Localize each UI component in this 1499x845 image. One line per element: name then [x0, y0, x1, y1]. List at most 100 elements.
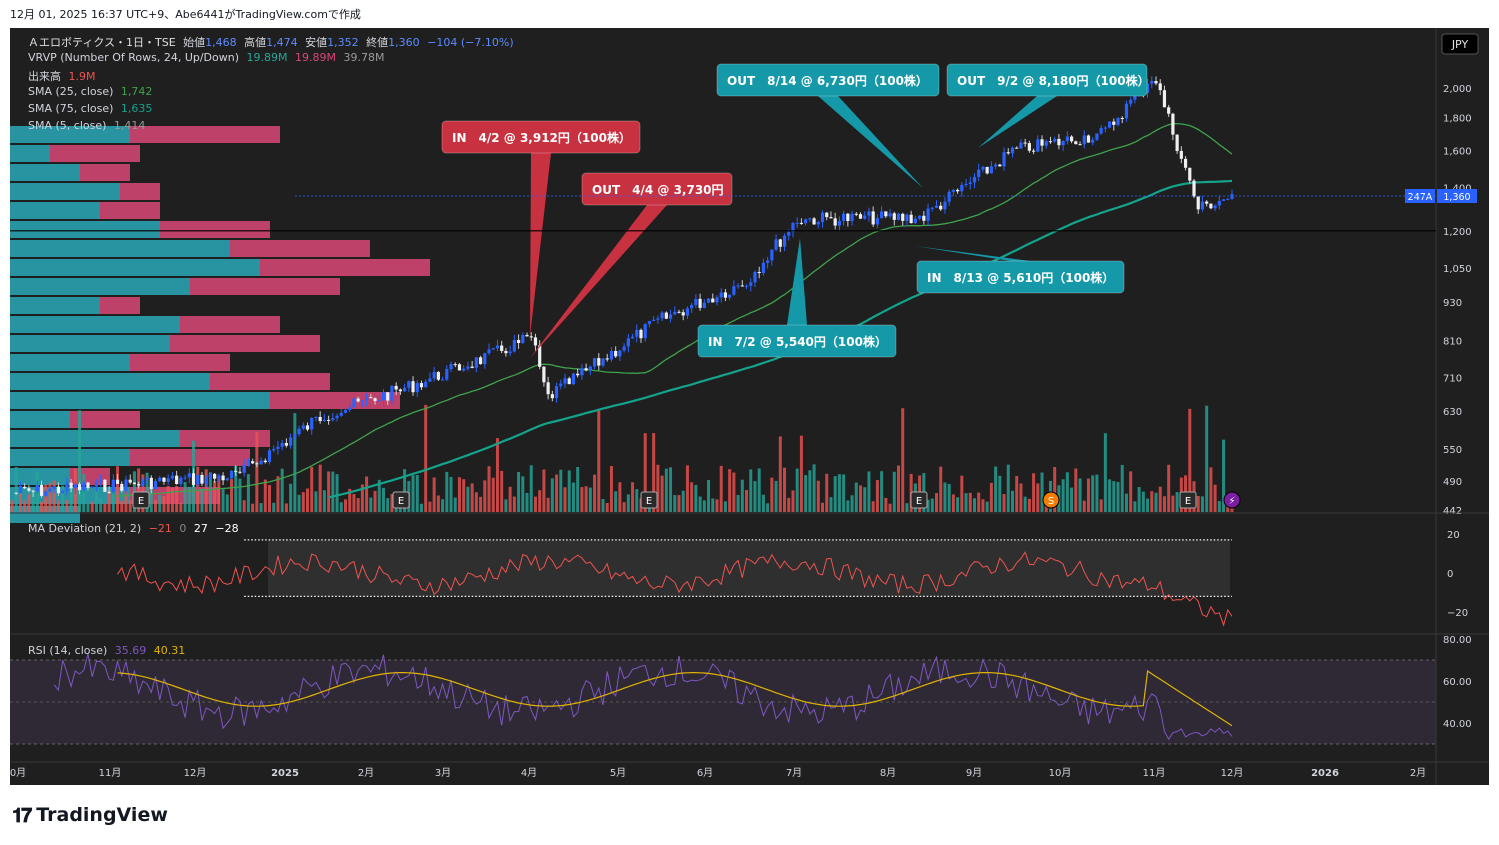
candle-body: [386, 392, 390, 401]
volume-bar: [86, 503, 90, 512]
sma25-legend[interactable]: SMA (25, close) 1,742: [28, 85, 156, 98]
volume-bar: [18, 486, 22, 512]
candle-body: [656, 318, 660, 320]
sma5-legend[interactable]: SMA (5, close) 1,414: [28, 119, 149, 132]
candle-body: [1015, 147, 1019, 149]
volume-bar: [880, 471, 884, 512]
volume-bar: [339, 502, 343, 512]
volume-bar: [1112, 481, 1116, 512]
candle-body: [1036, 139, 1040, 152]
sma75-label[interactable]: SMA (75, close): [28, 102, 114, 115]
price-tick-label: 550: [1443, 445, 1462, 456]
volume-bar: [1129, 471, 1133, 512]
candle-body: [1002, 152, 1006, 167]
volume-bar: [745, 490, 749, 512]
volume-bar: [677, 495, 681, 512]
volume-bar: [369, 497, 373, 512]
sma5-label[interactable]: SMA (5, close): [28, 119, 107, 132]
candle-body: [770, 249, 774, 261]
volume-bar: [116, 466, 120, 512]
time-tick-label: 3月: [435, 767, 451, 779]
currency-button[interactable]: [1441, 33, 1479, 55]
volume-bar: [208, 472, 212, 512]
volume-profile-down-bar: [180, 430, 270, 447]
annotation-pointer: [787, 238, 807, 325]
vrvp-up: 19.89M: [246, 51, 288, 64]
volume-bar: [297, 494, 301, 512]
annotation-text: OUT 9/2 @ 8,180円（100株）: [957, 73, 1150, 88]
time-tick-label: 2025: [271, 768, 299, 779]
volume-bar: [669, 467, 673, 512]
annotation-box: [716, 63, 940, 97]
candle-body: [1209, 203, 1213, 209]
volume-bar: [48, 483, 52, 512]
volume-bar: [390, 494, 394, 512]
ma-deviation-label[interactable]: MA Deviation (21, 2): [28, 522, 142, 535]
volume-bar: [833, 476, 837, 512]
volume-bar: [44, 484, 48, 512]
volume-bar: [525, 492, 529, 512]
volume-value: 1.9M: [68, 70, 96, 83]
volume-bar: [162, 495, 166, 512]
candle-body: [124, 479, 128, 491]
candle-body: [48, 488, 52, 492]
volume-profile-down-bar: [270, 392, 400, 409]
candle-body: [457, 364, 462, 371]
candle-body: [833, 218, 837, 226]
candle-body: [483, 353, 487, 365]
candle-body: [592, 358, 597, 367]
volume-bar: [593, 474, 597, 512]
volume-bar: [1082, 500, 1086, 512]
tradingview-logo[interactable]: 𝟏𝟕 TradingView: [12, 803, 168, 827]
candle-body: [221, 475, 225, 481]
volume-bar: [673, 495, 677, 512]
vrvp-label[interactable]: VRVP (Number Of Rows, 24, Up/Down): [28, 51, 240, 64]
volume-bar: [1167, 464, 1171, 512]
sma75-legend[interactable]: SMA (75, close) 1,635: [28, 102, 156, 115]
volume-bar: [626, 494, 630, 512]
chart-canvas[interactable]: IN 4/2 @ 3,912円（100株） OUT 4/4 @ 3,730円 OUT…: [10, 28, 1489, 785]
volume-bar: [766, 503, 770, 512]
ma-deviation-v2: 0: [179, 522, 187, 535]
candle-body: [1061, 141, 1065, 146]
candle-body: [69, 482, 73, 489]
candle-body: [394, 385, 398, 390]
symbol-name[interactable]: Ａエロボティクス・1日・TSE: [28, 36, 176, 49]
volume-label[interactable]: 出来高: [28, 70, 61, 83]
rsi-legend[interactable]: RSI (14, close) 35.69 40.31: [28, 644, 189, 657]
candle-body: [478, 357, 483, 365]
candle-body: [280, 443, 284, 447]
volume-bar: [69, 486, 73, 512]
candle-body: [504, 350, 508, 354]
volume-bar: [1103, 433, 1107, 512]
volume-bar: [736, 494, 740, 512]
volume-bar: [753, 481, 757, 512]
candle-body: [474, 357, 478, 368]
chart-frame[interactable]: IN 4/2 @ 3,912円（100株） OUT 4/4 @ 3,730円 OUT…: [10, 28, 1489, 785]
candle-body: [82, 482, 86, 491]
volume-bar: [415, 474, 419, 512]
volume-bar: [428, 501, 432, 512]
candle-body: [234, 470, 238, 472]
candle-body: [609, 350, 614, 360]
candle-body: [559, 383, 563, 387]
vrvp-legend[interactable]: VRVP (Number Of Rows, 24, Up/Down) 19.89…: [28, 51, 388, 64]
volume-bar: [1023, 496, 1027, 512]
candle-body: [842, 213, 846, 221]
candle-body: [901, 213, 905, 221]
candle-body: [588, 366, 592, 371]
candle-body: [263, 460, 267, 463]
volume-bar: [508, 486, 512, 512]
candle-body: [14, 492, 18, 494]
candle-body: [1053, 138, 1057, 142]
volume-bar: [111, 484, 115, 512]
sma25-label[interactable]: SMA (25, close): [28, 85, 114, 98]
candle-body: [812, 218, 816, 225]
ma-deviation-legend[interactable]: MA Deviation (21, 2) −21 0 27 −28: [28, 522, 243, 535]
volume-legend[interactable]: 出来高 1.9M: [28, 68, 99, 84]
volume-bar: [187, 486, 191, 512]
volume-bar: [103, 503, 107, 512]
rsi-label[interactable]: RSI (14, close): [28, 644, 108, 657]
main-legend[interactable]: Ａエロボティクス・1日・TSE 始値1,468 高値1,474 安値1,352 …: [28, 34, 518, 50]
candle-body: [310, 418, 314, 430]
